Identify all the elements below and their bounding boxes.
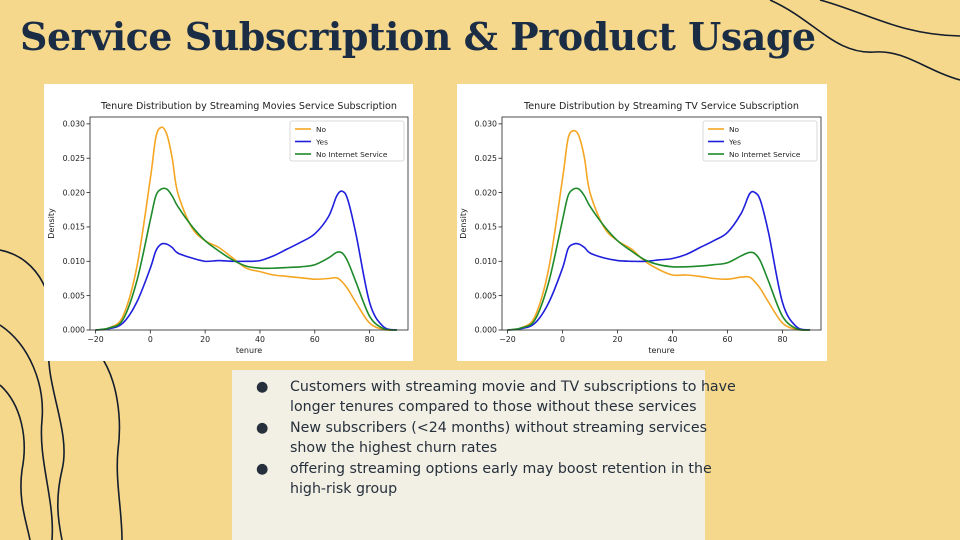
legend-box	[702, 120, 818, 162]
x-tick-label: 0	[560, 335, 565, 344]
chart-streaming-tv: Tenure Distribution by Streaming TV Serv…	[459, 101, 822, 355]
plot-frame	[501, 116, 822, 331]
chart-title: Tenure Distribution by Streaming TV Serv…	[523, 101, 799, 112]
y-axis-label: Density	[459, 208, 468, 239]
series-line	[507, 129, 811, 331]
note-text-line: New subscribers (<24 months) without str…	[290, 420, 707, 436]
x-tick-label: −20	[87, 335, 103, 344]
y-tick-label: 0.010	[475, 257, 497, 266]
y-tick-label: 0.010	[63, 257, 85, 266]
legend-label: No Internet Service	[316, 150, 388, 159]
y-tick-label: 0.025	[63, 154, 85, 163]
x-axis-label: tenure	[236, 346, 262, 355]
y-axis-label: Density	[47, 208, 56, 239]
series-line	[95, 187, 398, 331]
chart-panel-streaming-tv: Tenure Distribution by Streaming TV Serv…	[457, 84, 827, 361]
legend-box	[289, 120, 405, 162]
chart-title: Tenure Distribution by Streaming Movies …	[100, 101, 397, 112]
y-tick-label: 0.020	[63, 188, 85, 197]
y-tick-label: 0.030	[63, 120, 85, 129]
series-line	[95, 190, 398, 331]
x-tick-label: 60	[310, 335, 320, 344]
x-tick-label: 40	[668, 335, 678, 344]
slide-title: Service Subscription & Product Usage	[20, 14, 816, 59]
y-tick-label: 0.000	[63, 326, 85, 335]
legend-label: No	[316, 125, 327, 134]
y-tick-label: 0.015	[475, 223, 497, 232]
x-tick-label: 20	[613, 335, 623, 344]
plot-frame	[89, 116, 409, 331]
note-text-line: longer tenures compared to those without…	[290, 399, 697, 415]
y-tick-label: 0.025	[475, 154, 497, 163]
x-tick-label: −20	[499, 335, 515, 344]
y-tick-label: 0.030	[475, 120, 497, 129]
bullet-dot: ●	[256, 420, 269, 436]
bullet-dot: ●	[256, 379, 269, 395]
x-tick-label: 80	[778, 335, 788, 344]
x-tick-label: 20	[200, 335, 210, 344]
legend-label: Yes	[728, 137, 741, 146]
notes-box: ● Customers with streaming movie and TV …	[232, 370, 736, 540]
y-tick-label: 0.000	[475, 326, 497, 335]
x-axis-label: tenure	[648, 346, 674, 355]
note-text-line: offering streaming options early may boo…	[290, 461, 712, 477]
legend-label: No Internet Service	[729, 150, 801, 159]
y-tick-label: 0.020	[475, 188, 497, 197]
x-tick-label: 40	[255, 335, 265, 344]
y-tick-label: 0.015	[63, 223, 85, 232]
chart-panel-streaming-movies: Tenure Distribution by Streaming Movies …	[44, 84, 413, 361]
y-tick-label: 0.005	[63, 291, 85, 300]
y-tick-label: 0.005	[475, 291, 497, 300]
x-tick-label: 80	[365, 335, 375, 344]
series-line	[507, 190, 811, 331]
legend-label: No	[729, 125, 740, 134]
note-text-line: high-risk group	[290, 481, 398, 497]
series-line	[507, 187, 811, 331]
x-tick-label: 0	[148, 335, 153, 344]
chart-streaming-movies: Tenure Distribution by Streaming Movies …	[47, 101, 409, 355]
note-text-line: Customers with streaming movie and TV su…	[290, 379, 736, 395]
x-tick-label: 60	[723, 335, 733, 344]
legend-label: Yes	[315, 137, 328, 146]
note-text-line: show the highest churn rates	[290, 440, 498, 456]
bullet-dot: ●	[256, 461, 269, 477]
